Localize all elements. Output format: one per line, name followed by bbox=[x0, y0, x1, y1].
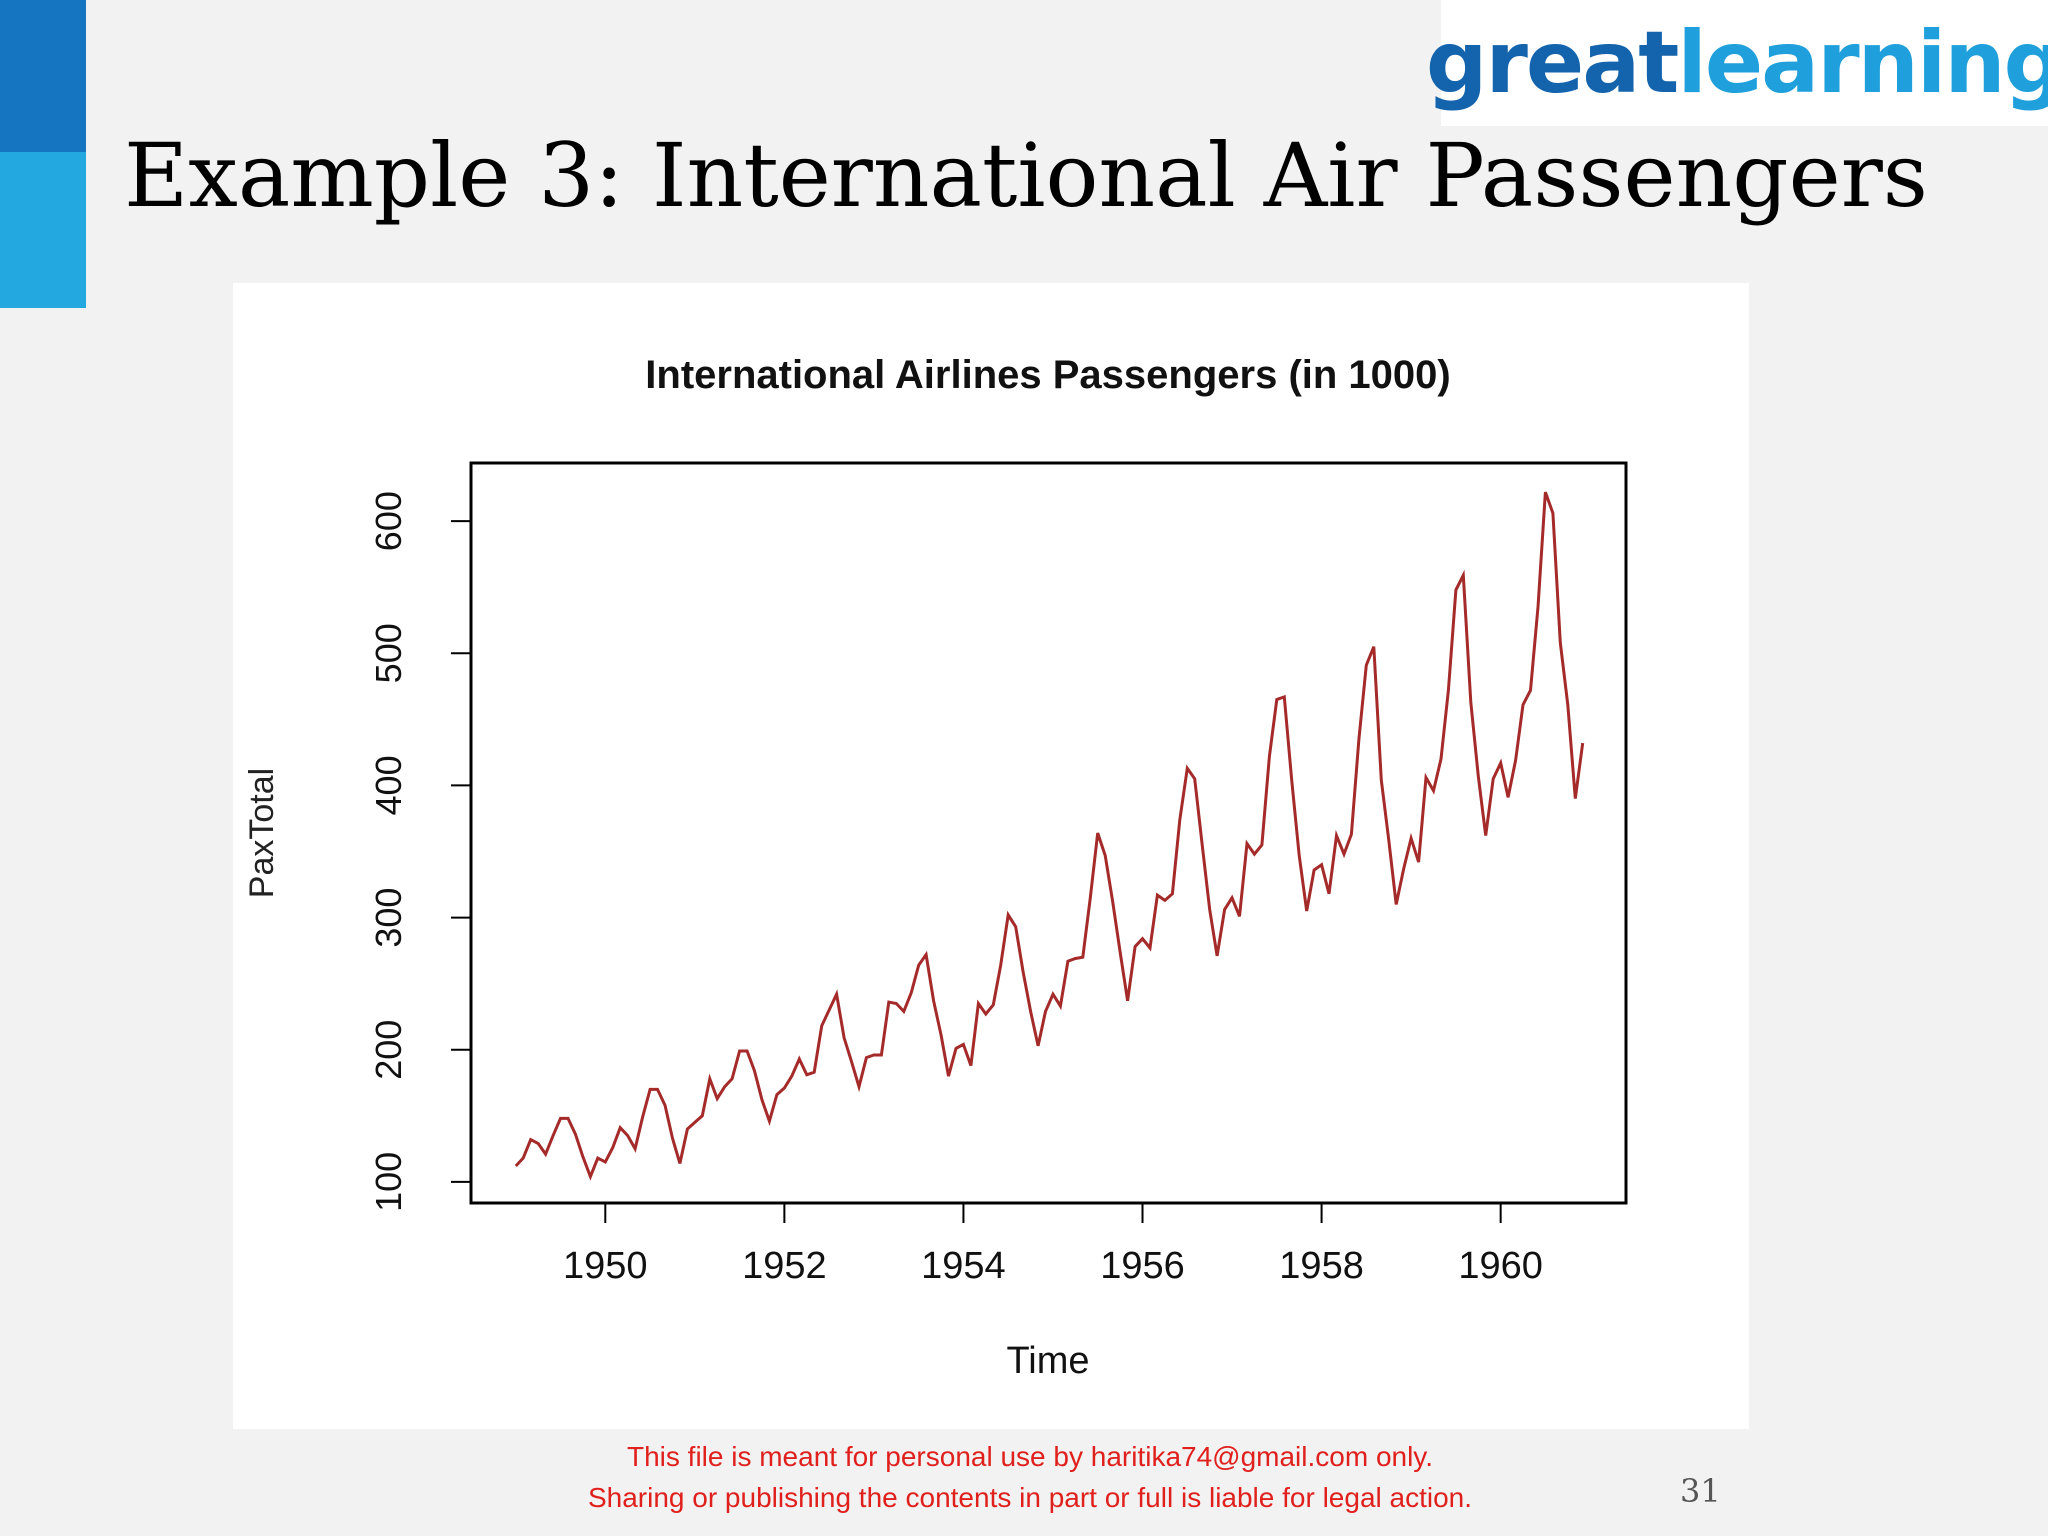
logo-part-learning: learning bbox=[1677, 13, 2048, 113]
series-line-paxtotal bbox=[514, 491, 1585, 1181]
x-axis: 1950 1952 1954 1956 1958 1960 bbox=[563, 1202, 1543, 1287]
accent-bar-bottom bbox=[0, 152, 86, 308]
x-tick-label: 1960 bbox=[1458, 1245, 1543, 1287]
x-axis-label: Time bbox=[1006, 1340, 1089, 1382]
chart-panel: International Airlines Passengers (in 10… bbox=[233, 283, 1749, 1429]
x-tick-label: 1958 bbox=[1279, 1245, 1364, 1287]
y-tick-label: 500 bbox=[368, 623, 409, 683]
x-tick-label: 1956 bbox=[1100, 1245, 1185, 1287]
greatlearning-logo: greatlearning bbox=[1426, 0, 2048, 126]
slide-title: Example 3: International Air Passengers bbox=[124, 124, 1928, 227]
usage-notice-line-2: Sharing or publishing the contents in pa… bbox=[587, 1482, 1473, 1513]
plot-frame bbox=[469, 461, 1628, 1205]
logo-wordmark: greatlearning bbox=[1426, 20, 2048, 106]
y-tick-label: 400 bbox=[368, 755, 409, 815]
chart-title: International Airlines Passengers (in 10… bbox=[645, 353, 1450, 397]
x-tick-label: 1952 bbox=[742, 1245, 827, 1287]
y-tick-label: 200 bbox=[368, 1020, 409, 1080]
y-tick-label: 100 bbox=[368, 1152, 409, 1212]
y-axis: 100 200 300 400 500 600 bbox=[368, 491, 472, 1212]
air-passengers-chart: International Airlines Passengers (in 10… bbox=[243, 353, 1628, 1382]
page-number: 31 bbox=[1680, 1472, 1721, 1510]
x-tick-label: 1950 bbox=[563, 1245, 648, 1287]
usage-notice-line-1: This file is meant for personal use by h… bbox=[626, 1441, 1434, 1472]
y-tick-label: 300 bbox=[368, 888, 409, 948]
usage-notice: This file is meant for personal use by h… bbox=[500, 1436, 1560, 1518]
logo-part-great: great bbox=[1425, 13, 1679, 113]
y-tick-label: 600 bbox=[368, 491, 409, 551]
accent-bar-top bbox=[0, 0, 86, 152]
x-tick-label: 1954 bbox=[921, 1245, 1006, 1287]
y-axis-label: PaxTotal bbox=[243, 768, 281, 898]
